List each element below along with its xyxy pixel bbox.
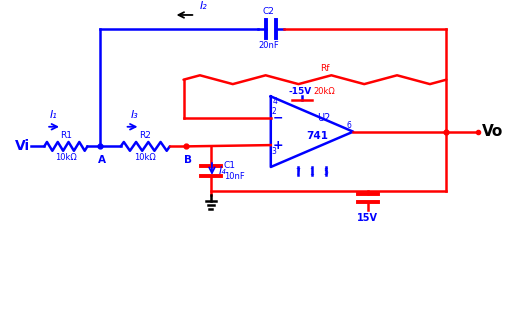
Text: Vi: Vi [15, 139, 30, 153]
Text: Vo: Vo [482, 124, 503, 139]
Text: I₃: I₃ [131, 110, 138, 120]
Text: 10kΩ: 10kΩ [55, 153, 77, 162]
Text: 1: 1 [309, 168, 315, 177]
Text: +: + [272, 139, 283, 152]
Text: −: − [272, 112, 283, 125]
Text: B: B [185, 155, 192, 165]
Text: -15V: -15V [289, 87, 312, 96]
Text: R2: R2 [139, 130, 151, 140]
Text: 10nF: 10nF [224, 172, 244, 181]
Text: 2: 2 [272, 107, 277, 116]
Text: 5: 5 [323, 168, 328, 177]
Text: 10kΩ: 10kΩ [134, 153, 156, 162]
Text: R1: R1 [60, 130, 72, 140]
Text: C1: C1 [224, 162, 236, 170]
Text: I₂: I₂ [199, 1, 207, 11]
Text: 4: 4 [273, 97, 278, 106]
Text: 15V: 15V [357, 213, 379, 223]
Text: C2: C2 [263, 7, 275, 16]
Text: U2: U2 [317, 113, 330, 123]
Text: 20kΩ: 20kΩ [314, 86, 335, 96]
Text: Rf: Rf [320, 64, 330, 73]
Text: 6: 6 [346, 121, 351, 130]
Text: I₄: I₄ [219, 166, 227, 176]
Text: I₁: I₁ [50, 110, 58, 120]
Text: 20nF: 20nF [258, 41, 279, 51]
Text: A: A [98, 155, 106, 165]
Text: 741: 741 [306, 131, 328, 141]
Text: 3: 3 [272, 147, 277, 156]
Text: 7: 7 [296, 168, 301, 177]
